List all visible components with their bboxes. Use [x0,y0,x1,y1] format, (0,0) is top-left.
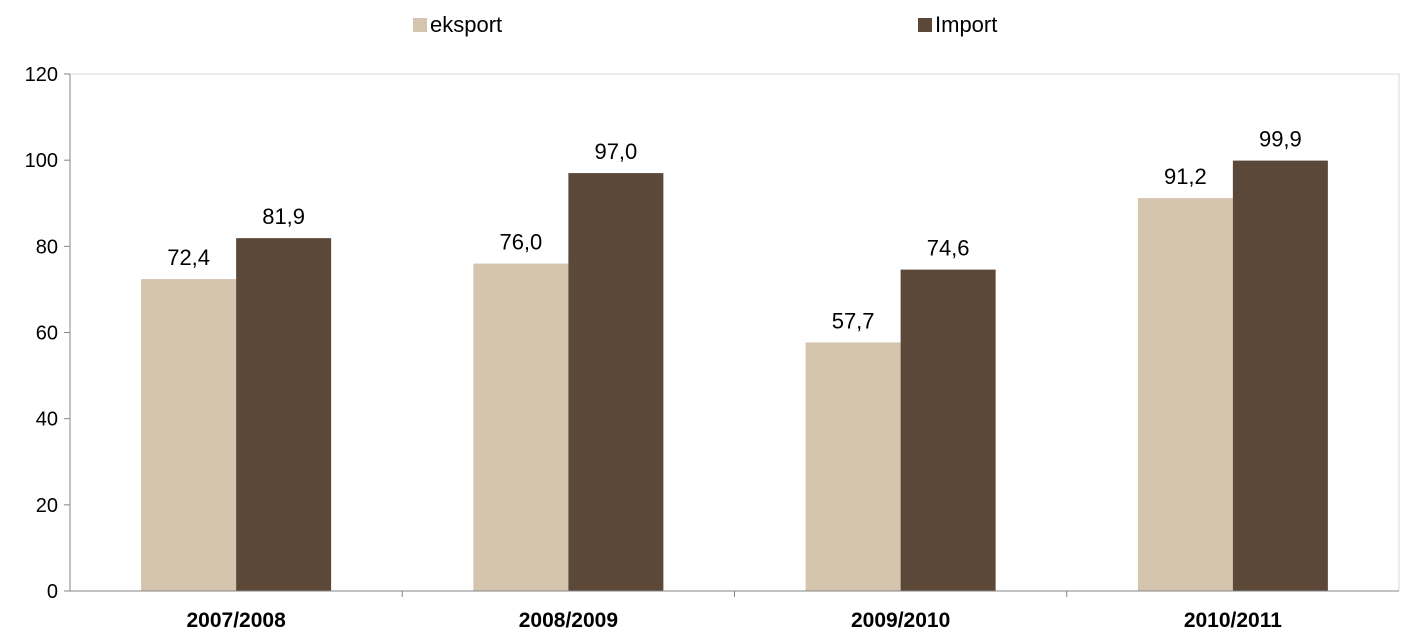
legend-swatch-eksport [413,18,427,32]
bar-eksport-3 [1137,198,1233,591]
bar-import-2 [900,269,996,591]
legend: eksport Import [413,12,997,37]
bar-import-3 [1232,160,1328,591]
data-labels: 72,4 76,0 57,7 91,2 81,9 97,0 74,6 99,9 [167,127,1302,334]
bars [141,160,1328,591]
data-label-import-2: 74,6 [927,236,970,261]
bar-import-1 [568,173,664,591]
x-category-label: 2010/2011 [1184,609,1282,632]
x-category-label: 2008/2009 [519,609,618,632]
data-label-eksport-1: 76,0 [499,230,542,255]
bar-eksport-2 [805,342,901,591]
legend-swatch-import [918,18,932,32]
x-category-label: 2007/2008 [186,609,286,632]
data-label-eksport-0: 72,4 [167,245,210,270]
data-label-eksport-2: 57,7 [832,308,875,333]
y-tick-label: 20 [36,495,58,517]
legend-label-import: Import [935,12,997,37]
x-category-label: 2009/2010 [851,609,950,632]
y-tick-label: 0 [47,581,58,603]
data-label-import-0: 81,9 [262,204,305,229]
y-tick-label: 80 [36,236,58,258]
data-label-import-3: 99,9 [1259,127,1302,152]
x-axis: 2007/2008 2008/2009 2009/2010 2010/2011 [70,590,1399,632]
data-label-eksport-3: 91,2 [1164,164,1207,189]
y-tick-label: 40 [36,409,58,431]
legend-label-eksport: eksport [430,12,502,37]
y-tick-label: 100 [25,150,58,172]
data-label-import-1: 97,0 [594,139,637,164]
bar-eksport-0 [141,279,237,591]
y-tick-label: 60 [36,323,58,345]
y-tick-label: 120 [25,64,58,86]
bar-import-0 [236,238,332,591]
y-axis: 0 20 40 60 80 100 120 [25,64,71,603]
bar-eksport-1 [473,263,569,591]
